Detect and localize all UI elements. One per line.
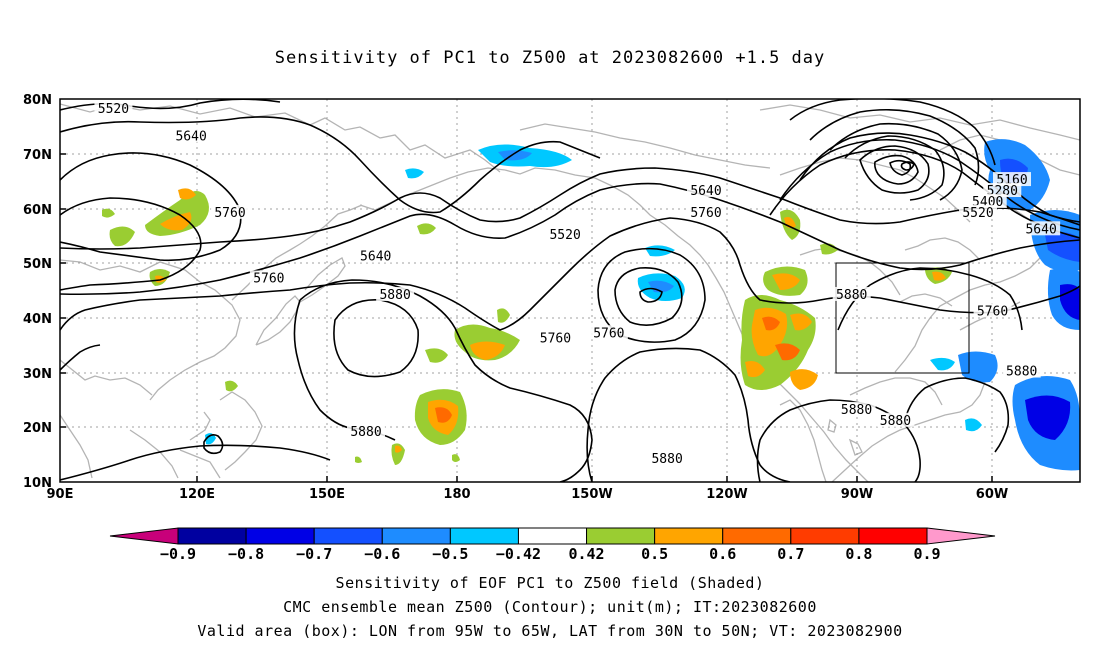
contour-label-bg <box>376 286 415 301</box>
caption-line-2: CMC ensemble mean Z500 (Contour); unit(m… <box>283 598 817 616</box>
caption-line-3: Valid area (box): LON from 95W to 65W, L… <box>197 622 903 640</box>
contour-label: 5880 <box>841 403 872 418</box>
colorbar-segment <box>858 527 928 545</box>
colorbar-label: −0.5 <box>432 545 468 563</box>
lat-tick-label: 50N <box>23 257 52 272</box>
colorbar-label: 0.7 <box>777 545 804 563</box>
contour-label: 5880 <box>1006 365 1037 380</box>
contour-label: 5520 <box>549 228 580 243</box>
lon-tick-label: 150E <box>309 487 345 502</box>
contour-label-bg <box>837 401 876 416</box>
contour-label: 5880 <box>350 425 381 440</box>
contour-label: 5760 <box>593 326 624 341</box>
contour-label: 5880 <box>836 288 867 303</box>
page-title: Sensitivity of PC1 to Z500 at 2023082600… <box>274 48 826 68</box>
contour-label: 5640 <box>690 184 721 199</box>
contour-label-bg <box>687 183 725 198</box>
contour-label-bg <box>959 204 997 219</box>
contour-label: 5760 <box>253 272 284 287</box>
colorbar-label: 0.5 <box>641 545 668 563</box>
colorbar-segment <box>449 527 519 545</box>
colorbar: −0.9 −0.8 −0.7 −0.6 −0.5 −0.42 0.42 0.5 0.6 0.7 0.… <box>109 527 996 563</box>
contour-label: 5760 <box>977 304 1008 319</box>
lon-tick-label: 180 <box>443 487 470 502</box>
lon-tick-label: 150W <box>571 487 612 502</box>
colorbar-label: 0.9 <box>913 545 940 563</box>
contour-label: 5640 <box>360 250 391 265</box>
contour-label-bg <box>347 423 385 438</box>
colorbar-segment <box>245 527 315 545</box>
contour-label-bg <box>993 172 1031 187</box>
map-frame <box>59 98 1081 483</box>
contour-label: 5760 <box>540 332 571 347</box>
contour-label-bg <box>211 204 249 219</box>
valid-area-box <box>835 262 970 374</box>
colorbar-segment <box>654 527 724 545</box>
contour-label: 5760 <box>690 206 721 221</box>
contour-label-bg <box>546 226 585 241</box>
lon-tick-labels: 90E 120E 150E 180 150W 120W 90W 60W <box>47 487 1009 502</box>
colorbar-segment <box>313 527 383 545</box>
caption-line-1: Sensitivity of EOF PC1 to Z500 field (Sh… <box>335 574 765 592</box>
contour-label-bg <box>983 183 1022 198</box>
colorbar-segment <box>517 527 588 545</box>
colorbar-label: 0.6 <box>709 545 736 563</box>
contour-label-bg <box>1002 363 1041 378</box>
contour-label: 5520 <box>962 206 993 221</box>
colorbar-segment <box>586 527 656 545</box>
contour-label-bg <box>687 204 725 219</box>
contour-labels: 5520 5640 5760 5640 5760 5880 5520 5760 5640 5760… <box>94 100 1061 467</box>
lat-tick-label: 60N <box>23 203 52 218</box>
z500-contours <box>60 99 1080 482</box>
axis-ticks <box>60 153 993 482</box>
lat-tick-label: 20N <box>23 421 52 436</box>
contour-label-bg <box>876 412 915 427</box>
lon-tick-label: 120E <box>179 487 215 502</box>
contour-label-bg <box>1022 221 1061 236</box>
lon-tick-label: 120W <box>706 487 747 502</box>
colorbar-segment <box>177 527 247 545</box>
contour-label: 5880 <box>880 414 911 429</box>
lon-tick-label: 90W <box>841 487 873 502</box>
contour-label: 5520 <box>98 102 129 117</box>
contour-label-bg <box>648 451 687 466</box>
colorbar-high-triangle <box>926 527 996 545</box>
colorbar-low-triangle <box>109 527 179 545</box>
lon-tick-label: 90E <box>47 487 74 502</box>
contour-label-bg <box>172 128 211 143</box>
colorbar-label: −0.6 <box>364 545 400 563</box>
colorbar-segment <box>790 527 860 545</box>
contour-label-bg <box>249 270 288 285</box>
contour-label-bg <box>968 193 1007 208</box>
colorbar-label: −0.42 <box>496 545 541 563</box>
lat-tick-label: 80N <box>23 93 52 108</box>
colorbar-label: −0.9 <box>160 545 196 563</box>
lat-tick-labels: 80N 70N 60N 50N 40N 30N 20N 10N <box>23 93 52 491</box>
lat-tick-label: 70N <box>23 148 52 163</box>
contour-label-bg <box>536 330 575 345</box>
lat-tick-label: 30N <box>23 367 52 382</box>
contour-label-bg <box>589 325 628 340</box>
contour-label-bg <box>832 286 871 301</box>
contour-label: 5880 <box>379 288 410 303</box>
contour-label-bg <box>356 248 395 263</box>
colorbar-segment <box>722 527 792 545</box>
colorbar-label: −0.7 <box>296 545 332 563</box>
lat-tick-label: 10N <box>23 476 52 491</box>
contour-label: 5760 <box>214 206 245 221</box>
contour-label-bg <box>973 303 1012 318</box>
contour-label: 5640 <box>175 129 206 144</box>
contour-label-bg <box>94 100 133 115</box>
colorbar-segment <box>381 527 451 545</box>
lat-tick-label: 40N <box>23 312 52 327</box>
colorbar-label: 0.42 <box>568 545 604 563</box>
lon-tick-label: 60W <box>976 487 1008 502</box>
colorbar-label: 0.8 <box>845 545 872 563</box>
contour-label: 5880 <box>651 452 682 467</box>
colorbar-label: −0.8 <box>228 545 264 563</box>
contour-label: 5640 <box>1025 222 1056 237</box>
